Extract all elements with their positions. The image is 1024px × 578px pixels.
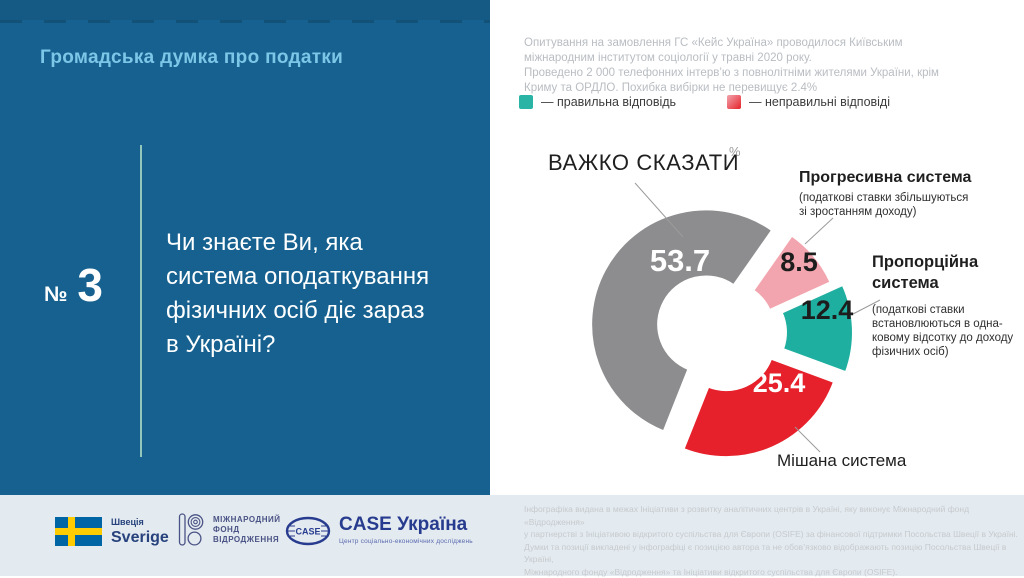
sweden-label-large: Sverige [111, 529, 169, 546]
number-sign: № [44, 283, 68, 306]
top-dashed-divider [0, 20, 490, 23]
page-title: Громадська думка про податки [40, 47, 344, 68]
case-oval-text: CASE [295, 527, 320, 537]
top-band [0, 0, 490, 20]
donut-slice-3 [590, 208, 774, 433]
donut-slice-2 [682, 357, 835, 459]
disclaimer-text: Інфографіка видана в межах Ініціативи з … [524, 504, 1018, 577]
percent-unit: % [729, 144, 741, 159]
irf-logo: МІЖНАРОДНИЙ ФОНД ВІДРОДЖЕННЯ [178, 511, 281, 549]
sweden-label-small: Швеція [111, 517, 144, 527]
slice-value-2: 25.4 [753, 368, 806, 398]
donut-chart: 8.5 12.4 25.4 53.7 [590, 182, 881, 459]
irf-logo-icon [178, 513, 204, 546]
leader-line-3 [634, 182, 684, 238]
question-text: Чи знаєте Ви, яка система оподаткування … [166, 229, 430, 358]
vertical-divider [140, 145, 142, 457]
methodology-note: Опитування на замовлення ГС «Кейс Україн… [524, 37, 939, 94]
sweden-logo-text: Швеція Sverige [111, 517, 169, 546]
leader-line-0 [804, 217, 834, 245]
question-number: № 3 [44, 258, 103, 312]
legend-incorrect-label: — неправильні відповіді [749, 95, 891, 109]
slice-label-progressive: Прогресивна система [799, 169, 972, 186]
leader-line-1 [852, 299, 881, 315]
donut-slice-1 [780, 283, 854, 374]
case-title: CASE Україна [339, 514, 468, 535]
slice-label-hard-to-say: ВАЖКО СКАЗАТИ [548, 150, 740, 175]
slice-note-progressive: (податкові ставки збільшуються зі зроста… [799, 192, 969, 218]
sweden-flag-icon [55, 517, 102, 546]
legend-correct-swatch [519, 95, 533, 109]
slice-label-mixed: Мішана система [777, 451, 907, 470]
case-logo-icon: CASE [285, 516, 331, 546]
legend-correct-label: — правильна відповідь [541, 95, 677, 109]
legend-correct: — правильна відповідь [519, 95, 676, 109]
slice-value-3: 53.7 [650, 243, 710, 278]
slice-label-proportional: Пропорційна система [872, 253, 979, 292]
legend-incorrect: — неправильні відповіді [727, 95, 890, 109]
leader-line-2 [794, 426, 821, 453]
number-value: 3 [77, 259, 104, 311]
slice-value-1: 12.4 [801, 295, 854, 325]
legend-incorrect-swatch [727, 95, 741, 109]
case-logo-text: CASE Україна Центр соціально-економічних… [339, 515, 473, 545]
case-logo: CASE CASE Україна Центр соціально-економ… [285, 515, 473, 547]
left-panel: Громадська думка про податки № 3 Чи знає… [0, 0, 490, 495]
irf-logo-text: МІЖНАРОДНИЙ ФОНД ВІДРОДЖЕННЯ [213, 515, 281, 544]
case-subtitle: Центр соціально-економічних досліджень [339, 538, 473, 545]
sweden-logo: Швеція Sverige [55, 517, 169, 546]
slice-note-proportional: (податкові ставки встановлюються в одна-… [872, 304, 1014, 358]
slice-value-0: 8.5 [780, 247, 818, 277]
footer [0, 495, 1024, 576]
donut-slice-0 [752, 234, 832, 311]
